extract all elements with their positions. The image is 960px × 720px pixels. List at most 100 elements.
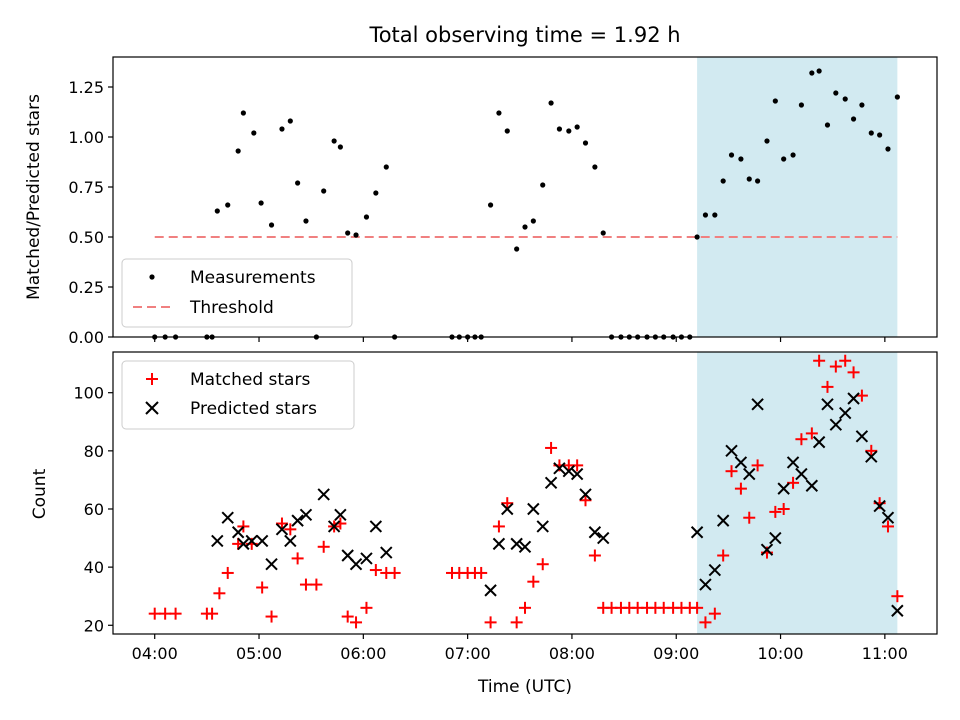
matched-star-point [213, 587, 226, 600]
measurement-point [894, 94, 900, 100]
predicted-star-point [821, 398, 834, 411]
matched-star-point [847, 366, 860, 379]
matched-legend-marker [146, 373, 158, 385]
ratio-legend-box [121, 258, 353, 328]
measurement-point [850, 116, 857, 122]
measurement-point [353, 232, 359, 238]
predicted-star-point [291, 514, 304, 527]
measurement-point [321, 188, 327, 194]
predicted-star-point [891, 604, 904, 617]
predicted-star-point [275, 523, 289, 536]
measurement-point [504, 128, 510, 134]
predicted-star-point [527, 502, 540, 516]
measurement-point [582, 140, 589, 146]
predicted-star-point [284, 534, 297, 548]
ratio-legend: Measurements Threshold [121, 258, 353, 328]
predicted-star-point [369, 520, 383, 533]
matched-star-point [751, 459, 764, 472]
measurement-point [337, 144, 343, 150]
predicted-star-point [245, 534, 258, 548]
matched-star-point [527, 575, 540, 588]
measurement-point [728, 152, 735, 158]
measurement-point [885, 146, 891, 152]
measurement-point [824, 122, 831, 128]
measurement-point [345, 230, 351, 236]
ratio-y-tick-label: 0.00 [68, 328, 104, 347]
measurement-point [363, 214, 370, 220]
matched-legend-label: Matched stars [190, 370, 310, 390]
count-x-tick-label: 11:00 [862, 644, 908, 663]
predicted-star-point [501, 502, 514, 516]
predicted-star-point [873, 499, 886, 513]
predicted-star-point [805, 479, 819, 492]
measurement-point [279, 126, 285, 132]
count-plot-frame [112, 351, 938, 635]
matched-star-point [369, 564, 382, 577]
threshold-legend-label: Threshold [189, 298, 274, 318]
matched-star-point [839, 354, 852, 367]
predicted-star-point [265, 558, 278, 571]
matched-star-point [291, 552, 304, 565]
count-y-tick-label: 80 [84, 442, 104, 461]
matched-star-point [865, 444, 878, 457]
ratio-y-tick-label: 0.75 [68, 178, 104, 197]
matched-star-point [206, 607, 219, 620]
predicted-star-point [769, 531, 782, 545]
measurement-point [331, 138, 337, 144]
predicted-star-point [231, 526, 245, 539]
matched-star-point [743, 511, 756, 524]
measurement-point [790, 152, 796, 158]
predicted-star-point [588, 526, 602, 539]
matched-star-point [536, 558, 549, 571]
matched-star-point [299, 578, 312, 591]
matched-star-point [717, 549, 730, 562]
measurements-points [152, 68, 900, 340]
ratio-panel: 0.00 0.25 0.50 0.75 1.00 1.25 Matched/Predict… [24, 56, 938, 347]
matched-star-point [501, 497, 514, 510]
predicted-star-point [360, 552, 373, 565]
measurement-point [522, 224, 528, 230]
count-y-axis-label: Count [30, 468, 50, 519]
measurement-point [574, 124, 580, 130]
count-y-tick-label: 40 [84, 558, 104, 577]
matched-star-point [881, 520, 894, 533]
matched-star-point [475, 566, 488, 579]
predicted-star-point [544, 476, 558, 490]
predicted-star-point [855, 430, 869, 443]
predicted-star-point [725, 444, 738, 458]
predicted-star-point [597, 531, 610, 545]
matched-star-point [256, 581, 269, 594]
matched-star-point [691, 601, 704, 614]
count-legend: Matched stars Predicted stars [121, 360, 355, 430]
measurement-point [235, 148, 241, 154]
predicted-star-point [716, 514, 730, 527]
matched-star-point [350, 616, 363, 629]
measurement-point [781, 156, 787, 162]
count-x-ticks: 04:00 05:00 06:00 07:00 08:00 09:00 10:00 11:00 [132, 634, 908, 663]
matched-star-point [571, 459, 584, 472]
measurement-point [712, 212, 718, 218]
measurement-point [566, 128, 572, 134]
predicted-star-point [536, 520, 549, 533]
measurement-point [702, 212, 709, 218]
predicted-star-point [562, 464, 576, 478]
predicted-stars-points [211, 392, 904, 617]
count-x-tick-label: 09:00 [653, 644, 699, 663]
measurement-point [592, 164, 598, 170]
matched-star-point [734, 482, 747, 495]
predicted-star-point [751, 398, 764, 411]
measurement-point [798, 102, 805, 108]
predicted-star-point [237, 537, 250, 551]
predicted-star-point [847, 392, 860, 405]
measurement-point [816, 68, 822, 74]
measurement-point [833, 90, 839, 96]
matched-star-point [579, 494, 592, 507]
count-x-tick-label: 04:00 [132, 644, 178, 663]
ratio-y-ticks: 0.00 0.25 0.50 0.75 1.00 1.25 [68, 78, 113, 347]
predicted-star-point [743, 467, 756, 481]
measurements-legend-label: Measurements [190, 268, 316, 288]
count-x-tick-label: 06:00 [340, 644, 386, 663]
predicted-star-point [327, 520, 341, 533]
predicted-star-point [380, 546, 393, 559]
matched-star-point [317, 540, 330, 553]
